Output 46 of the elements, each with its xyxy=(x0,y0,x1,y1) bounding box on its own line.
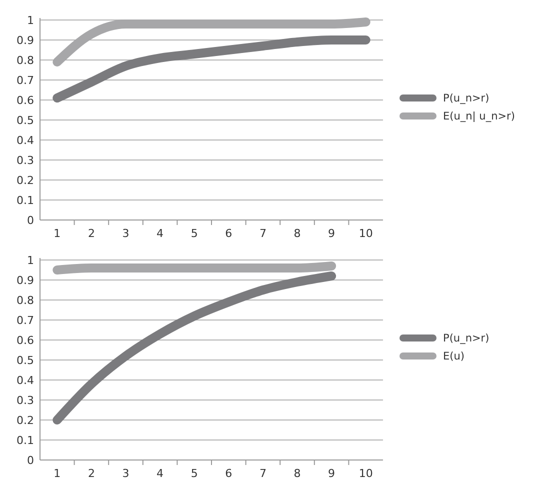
legend-label: E(u_n| u_n>r) xyxy=(443,110,515,123)
x-tick-label: 10 xyxy=(358,467,373,480)
x-tick-label: 2 xyxy=(88,227,95,240)
y-tick-label: 0.4 xyxy=(16,374,34,387)
legend-label: P(u_n>r) xyxy=(443,92,490,105)
y-tick-label: 0.3 xyxy=(16,154,34,167)
x-tick-label: 3 xyxy=(122,227,130,240)
y-tick-label: 0.1 xyxy=(16,434,34,447)
x-tick-label: 4 xyxy=(156,227,164,240)
y-tick-label: 1 xyxy=(27,254,34,267)
x-tick-label: 8 xyxy=(294,227,301,240)
x-tick-label: 7 xyxy=(259,227,266,240)
y-tick-label: 0.8 xyxy=(16,294,34,307)
y-tick-label: 0.2 xyxy=(16,174,34,187)
x-tick-label: 10 xyxy=(358,227,373,240)
y-tick-label: 0 xyxy=(27,454,34,467)
x-tick-label: 6 xyxy=(225,467,232,480)
y-tick-label: 0.7 xyxy=(16,74,34,87)
x-tick-label: 5 xyxy=(190,467,198,480)
x-tick-label: 6 xyxy=(225,227,232,240)
y-tick-label: 0.6 xyxy=(16,334,34,347)
y-tick-label: 0.5 xyxy=(16,354,34,367)
y-tick-label: 0.4 xyxy=(16,134,34,147)
x-tick-label: 9 xyxy=(328,227,336,240)
y-tick-label: 0 xyxy=(27,214,34,227)
y-tick-label: 0.9 xyxy=(16,274,34,287)
y-tick-label: 0.8 xyxy=(16,54,34,67)
y-tick-label: 0.6 xyxy=(16,94,34,107)
y-tick-label: 1 xyxy=(27,14,34,27)
x-tick-label: 7 xyxy=(259,467,266,480)
x-tick-label: 1 xyxy=(54,227,61,240)
y-tick-label: 0.2 xyxy=(16,414,34,427)
x-tick-label: 5 xyxy=(190,227,198,240)
y-tick-label: 0.5 xyxy=(16,114,34,127)
x-tick-label: 9 xyxy=(328,467,336,480)
x-tick-label: 4 xyxy=(156,467,164,480)
x-tick-label: 1 xyxy=(54,467,61,480)
x-tick-label: 2 xyxy=(88,467,95,480)
x-tick-label: 3 xyxy=(122,467,130,480)
y-tick-label: 0.3 xyxy=(16,394,34,407)
legend-label: P(u_n>r) xyxy=(443,332,490,345)
x-tick-label: 8 xyxy=(294,467,301,480)
y-tick-label: 0.1 xyxy=(16,194,34,207)
y-tick-label: 0.9 xyxy=(16,34,34,47)
y-tick-label: 0.7 xyxy=(16,314,34,327)
legend-label: E(u) xyxy=(443,350,464,363)
